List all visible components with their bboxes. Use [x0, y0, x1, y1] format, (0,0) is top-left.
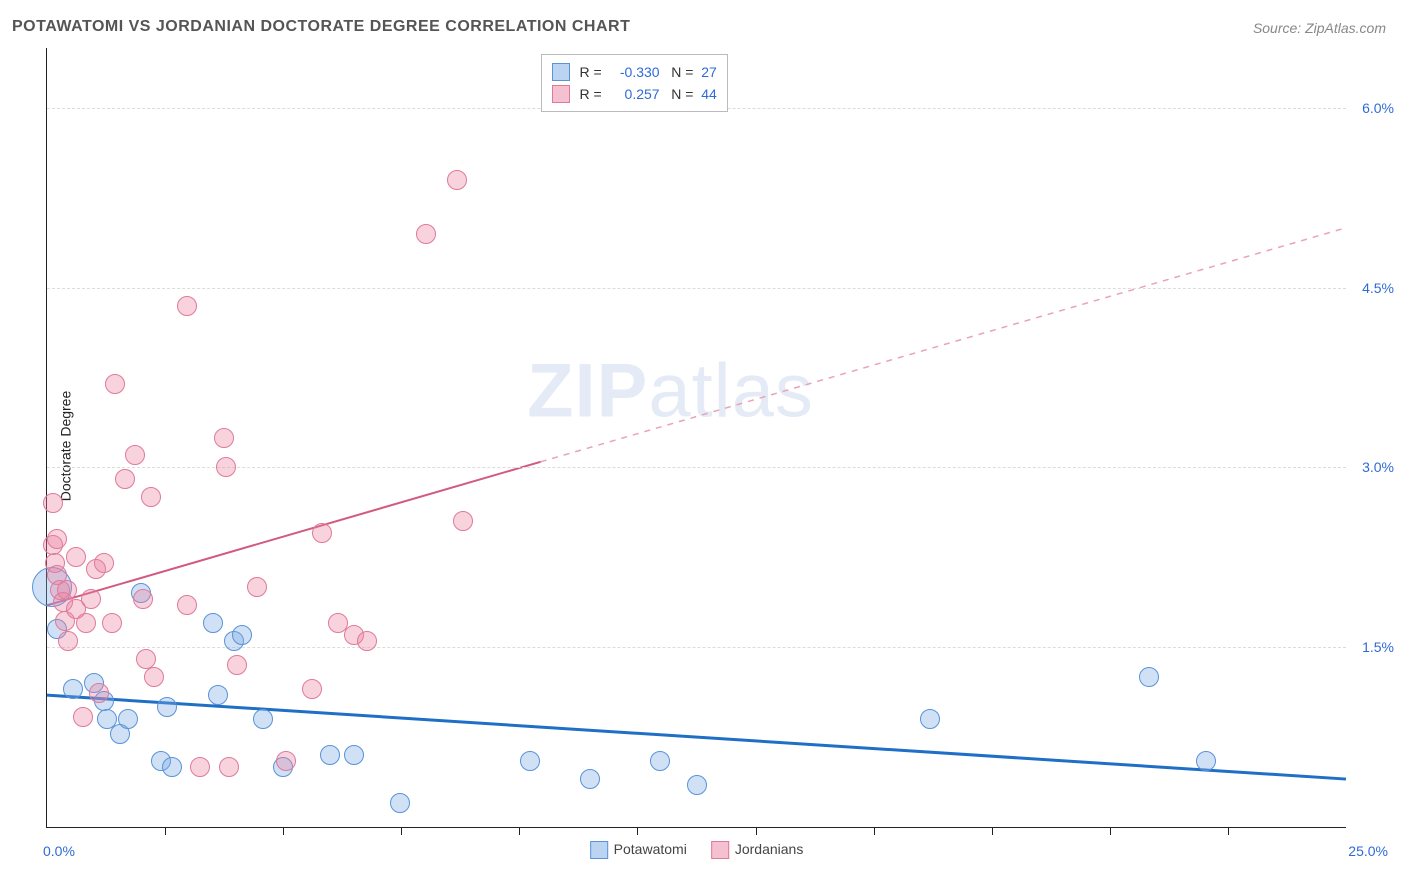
scatter-point [66, 547, 86, 567]
scatter-point [47, 529, 67, 549]
legend-swatch [552, 63, 570, 81]
scatter-point [247, 577, 267, 597]
scatter-point [102, 613, 122, 633]
scatter-point [105, 374, 125, 394]
scatter-point [118, 709, 138, 729]
scatter-point [214, 428, 234, 448]
legend-swatch [590, 841, 608, 859]
scatter-point [253, 709, 273, 729]
scatter-point [219, 757, 239, 777]
scatter-point [94, 553, 114, 573]
scatter-point [141, 487, 161, 507]
legend-item: Jordanians [711, 841, 804, 859]
scatter-point [276, 751, 296, 771]
x-tick [519, 827, 520, 835]
x-axis-max-label: 25.0% [1348, 843, 1388, 859]
x-tick [165, 827, 166, 835]
y-tick-label: 6.0% [1350, 100, 1394, 116]
grid-line [47, 467, 1346, 468]
legend-label: Potawatomi [614, 841, 687, 857]
x-tick [637, 827, 638, 835]
scatter-point [650, 751, 670, 771]
x-tick [756, 827, 757, 835]
scatter-point [312, 523, 332, 543]
scatter-point [232, 625, 252, 645]
scatter-point [390, 793, 410, 813]
y-tick-label: 1.5% [1350, 639, 1394, 655]
scatter-point [190, 757, 210, 777]
legend-swatch [552, 85, 570, 103]
x-tick [283, 827, 284, 835]
watermark-text: ZIPatlas [527, 347, 814, 434]
scatter-point [520, 751, 540, 771]
scatter-point [115, 469, 135, 489]
scatter-point [453, 511, 473, 531]
scatter-point [76, 613, 96, 633]
scatter-point [227, 655, 247, 675]
scatter-point [125, 445, 145, 465]
scatter-point [89, 683, 109, 703]
scatter-point [1139, 667, 1159, 687]
x-tick [401, 827, 402, 835]
scatter-point [357, 631, 377, 651]
scatter-point [447, 170, 467, 190]
scatter-point [320, 745, 340, 765]
legend-item: Potawatomi [590, 841, 687, 859]
y-tick-label: 3.0% [1350, 459, 1394, 475]
scatter-point [920, 709, 940, 729]
series-legend: Potawatomi Jordanians [590, 841, 804, 859]
chart-title: POTAWATOMI VS JORDANIAN DOCTORATE DEGREE… [12, 18, 630, 36]
legend-label: Jordanians [735, 841, 804, 857]
scatter-point [81, 589, 101, 609]
scatter-point [1196, 751, 1216, 771]
scatter-point [216, 457, 236, 477]
trend-lines-layer [47, 48, 1346, 827]
x-axis-min-label: 0.0% [43, 843, 75, 859]
scatter-point [133, 589, 153, 609]
scatter-point [177, 595, 197, 615]
x-tick [1110, 827, 1111, 835]
grid-line [47, 288, 1346, 289]
x-tick [1228, 827, 1229, 835]
watermark-atlas: atlas [648, 348, 814, 433]
scatter-point [687, 775, 707, 795]
scatter-point [302, 679, 322, 699]
scatter-point [157, 697, 177, 717]
scatter-point [63, 679, 83, 699]
correlation-legend-box: R = -0.330 N = 27 R = 0.257 N = 44 [541, 54, 728, 112]
scatter-point [416, 224, 436, 244]
x-tick [992, 827, 993, 835]
legend-swatch [711, 841, 729, 859]
scatter-point [177, 296, 197, 316]
scatter-point [208, 685, 228, 705]
plot-area: ZIPatlas 0.0% 25.0% R = -0.330 N = 27 R … [46, 48, 1346, 828]
scatter-point [57, 580, 77, 600]
correlation-row: R = -0.330 N = 27 [552, 61, 717, 83]
scatter-point [203, 613, 223, 633]
chart-container: POTAWATOMI VS JORDANIAN DOCTORATE DEGREE… [0, 0, 1406, 892]
scatter-point [144, 667, 164, 687]
scatter-point [344, 745, 364, 765]
scatter-point [73, 707, 93, 727]
scatter-point [58, 631, 78, 651]
source-credit: Source: ZipAtlas.com [1253, 20, 1386, 36]
watermark-zip: ZIP [527, 348, 648, 433]
scatter-point [162, 757, 182, 777]
correlation-row: R = 0.257 N = 44 [552, 83, 717, 105]
x-tick [874, 827, 875, 835]
scatter-point [580, 769, 600, 789]
scatter-point [43, 493, 63, 513]
y-tick-label: 4.5% [1350, 280, 1394, 296]
